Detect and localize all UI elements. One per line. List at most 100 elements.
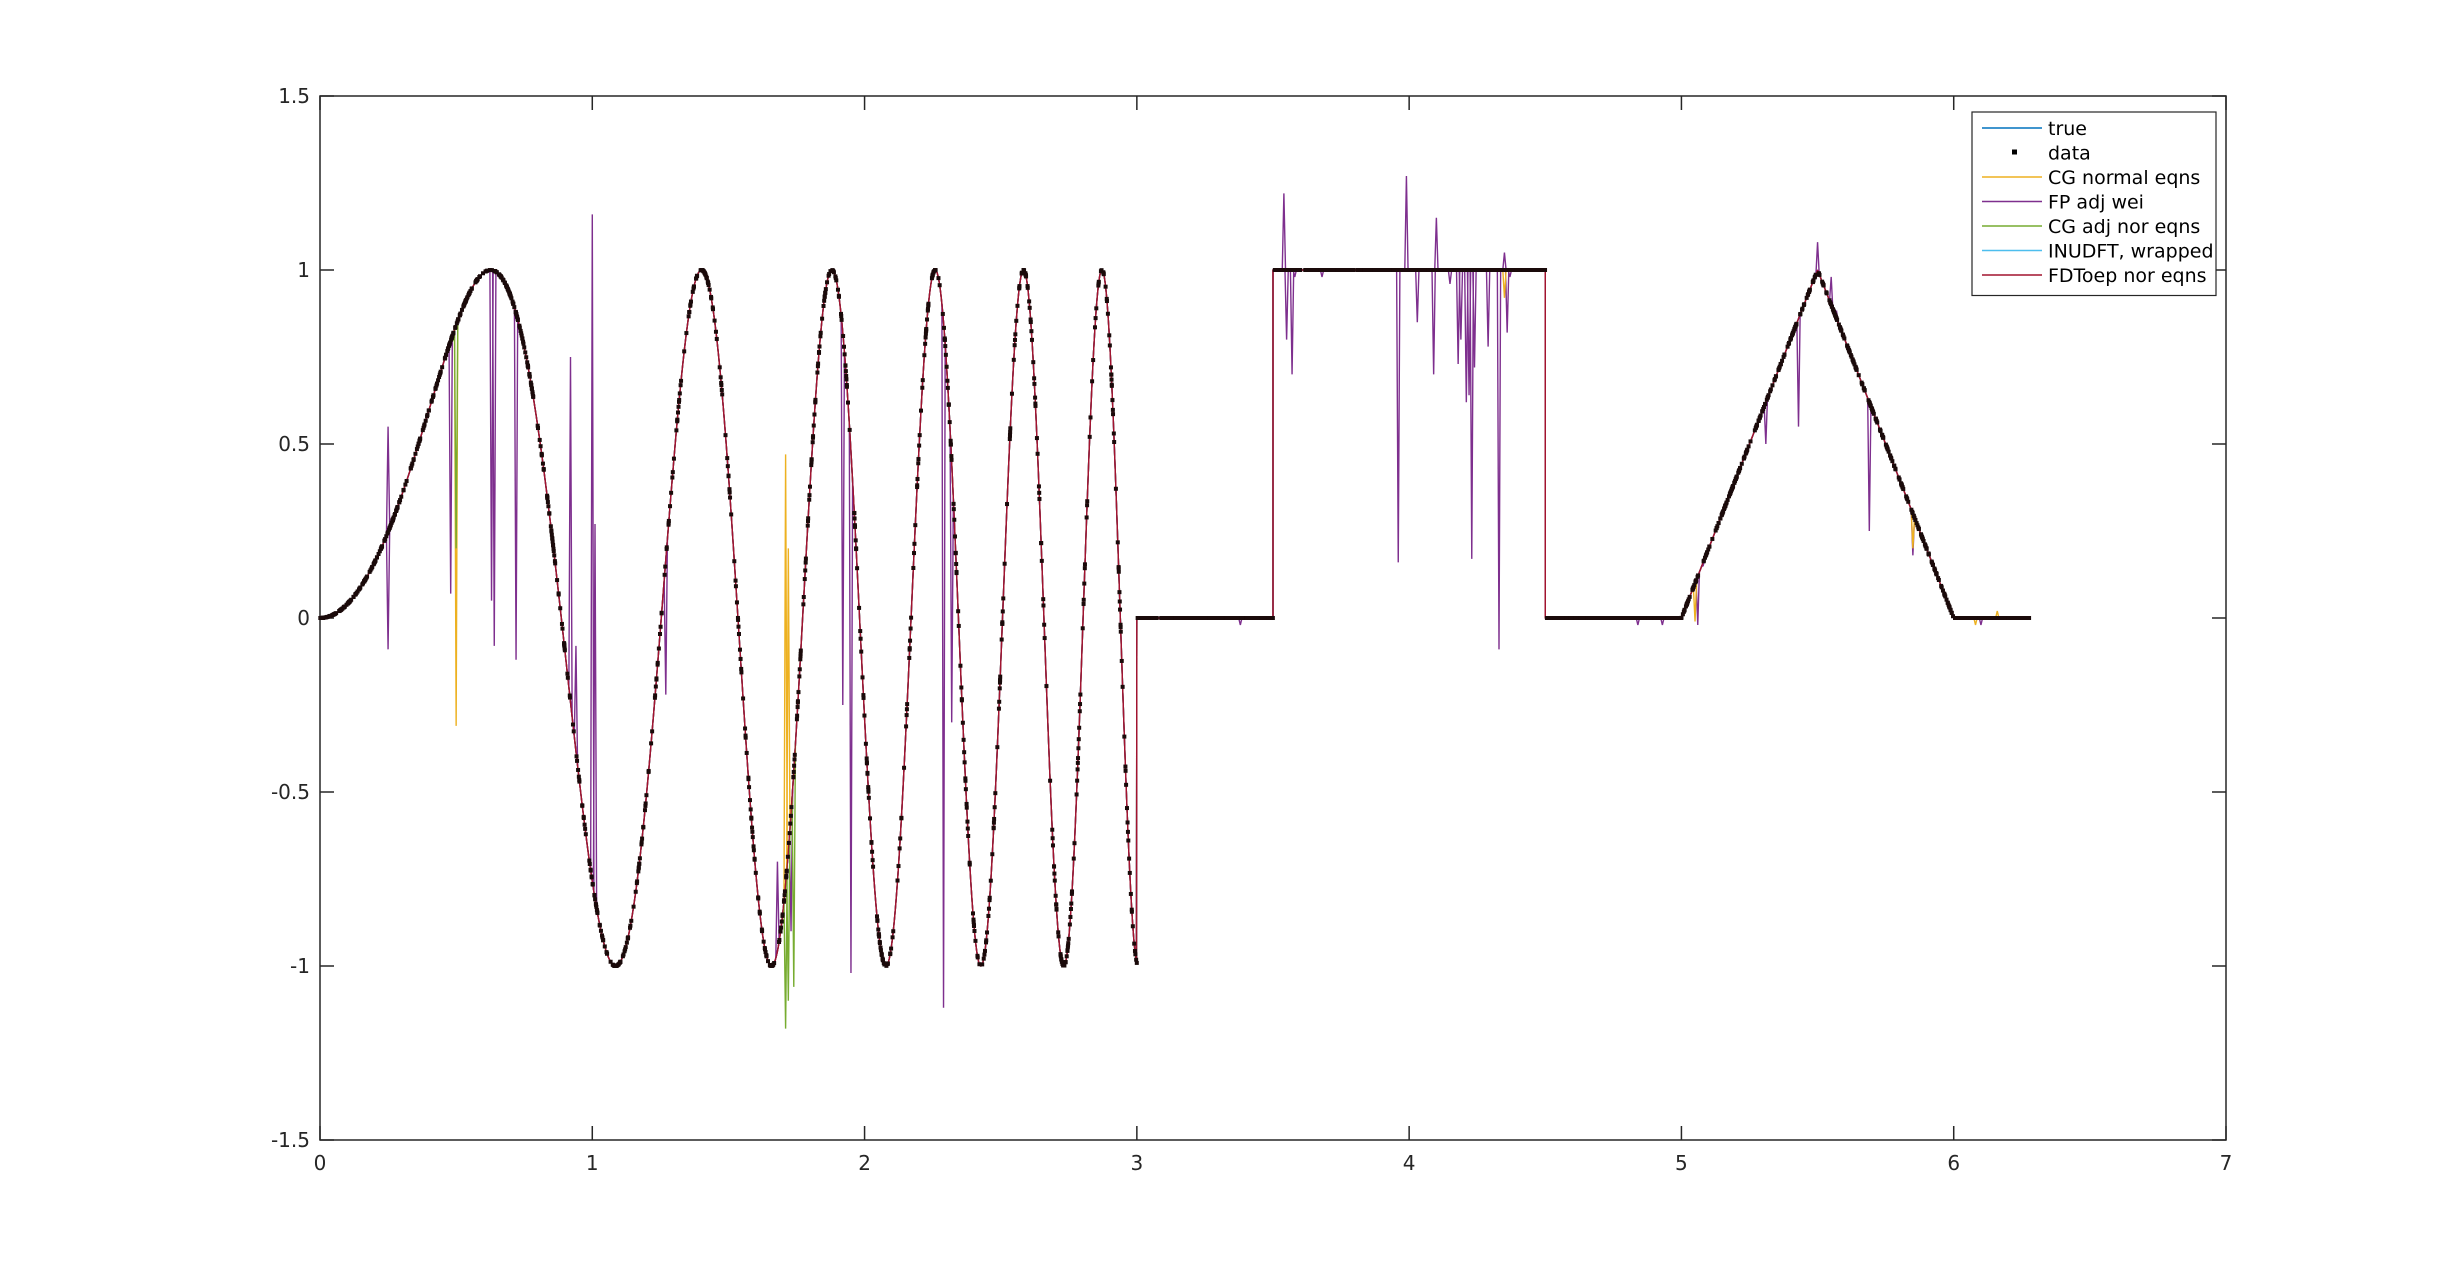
data-point	[843, 369, 848, 374]
data-point	[588, 867, 593, 872]
data-point	[815, 364, 820, 369]
data-point	[879, 951, 884, 956]
data-point	[959, 685, 964, 690]
data-point	[2018, 616, 2023, 620]
data-point	[889, 946, 894, 951]
data-point	[792, 752, 797, 757]
data-point	[965, 819, 970, 824]
data-point	[1926, 551, 1931, 556]
data-point	[902, 765, 907, 770]
data-point	[766, 959, 770, 964]
data-point	[411, 457, 416, 462]
data-point	[803, 560, 808, 565]
data-point	[382, 538, 387, 543]
data-point	[764, 953, 769, 958]
data-point	[1068, 915, 1073, 920]
data-point	[386, 527, 391, 532]
data-point	[1285, 268, 1290, 272]
data-point	[676, 410, 680, 415]
data-point	[1120, 684, 1125, 689]
data-point	[1078, 692, 1083, 697]
spike-line	[1815, 242, 1820, 275]
data-point	[1849, 354, 1854, 359]
data-point	[1118, 625, 1123, 630]
data-point	[447, 342, 452, 347]
data-point	[451, 330, 456, 335]
data-point	[1001, 596, 1006, 601]
data-point	[1115, 540, 1120, 545]
data-point	[686, 314, 691, 319]
data-point	[1072, 841, 1077, 846]
data-point	[885, 962, 890, 967]
data-point	[1101, 271, 1106, 276]
data-point	[917, 443, 922, 448]
data-point	[1564, 616, 1569, 620]
data-point	[798, 652, 803, 657]
data-point	[1027, 299, 1032, 304]
data-point	[1729, 489, 1734, 494]
data-point	[1094, 306, 1099, 311]
data-point	[1458, 268, 1463, 272]
data-point	[725, 464, 730, 469]
data-point	[966, 834, 971, 838]
data-point	[789, 805, 794, 810]
data-point	[822, 294, 827, 299]
data-point	[747, 798, 752, 803]
data-point	[798, 648, 803, 653]
data-point	[1838, 326, 1843, 331]
data-point	[1065, 948, 1070, 953]
spike-line	[592, 524, 598, 909]
data-point	[949, 457, 954, 462]
data-point	[582, 822, 587, 827]
data-point	[1118, 622, 1123, 627]
data-point	[971, 922, 976, 927]
data-point	[1487, 268, 1491, 272]
data-point	[936, 276, 941, 281]
data-point	[1676, 616, 1681, 620]
data-point	[1761, 405, 1766, 410]
data-point	[1943, 594, 1948, 599]
data-point	[1970, 616, 1975, 620]
data-point	[876, 927, 881, 932]
data-point	[719, 388, 724, 393]
data-point	[1133, 952, 1138, 957]
data-point	[1320, 268, 1325, 272]
data-point	[1901, 487, 1906, 492]
data-point	[987, 895, 992, 900]
data-point	[999, 637, 1004, 642]
data-point	[1029, 337, 1034, 342]
data-point	[984, 938, 989, 943]
data-point	[679, 378, 684, 383]
data-point	[1752, 428, 1757, 433]
data-point	[1768, 387, 1773, 392]
data-point	[1936, 576, 1941, 581]
data-point	[917, 433, 922, 438]
data-point	[1940, 588, 1945, 593]
data-point	[858, 629, 863, 634]
data-point	[480, 271, 485, 276]
data-point	[890, 935, 895, 940]
data-point	[1201, 616, 1206, 620]
data-point	[417, 439, 422, 444]
data-point	[1741, 456, 1746, 461]
data-point	[1304, 268, 1309, 272]
y-tick-label: 1	[297, 258, 310, 282]
data-point	[1790, 331, 1795, 336]
data-point	[1266, 616, 1271, 620]
data-point	[739, 666, 744, 671]
data-point	[474, 278, 479, 283]
data-point	[595, 911, 600, 916]
data-point	[1930, 560, 1935, 565]
data-point	[1377, 268, 1382, 272]
data-point	[743, 733, 748, 738]
data-point	[986, 906, 991, 911]
x-tick-label: 3	[1130, 1151, 1143, 1175]
data-point	[1292, 268, 1297, 272]
spike-line	[1431, 269, 1436, 375]
data-point	[438, 369, 443, 374]
data-point	[812, 412, 817, 417]
data-point	[1483, 268, 1488, 272]
data-point	[423, 418, 428, 423]
data-point	[1015, 303, 1020, 308]
data-point	[714, 336, 719, 341]
